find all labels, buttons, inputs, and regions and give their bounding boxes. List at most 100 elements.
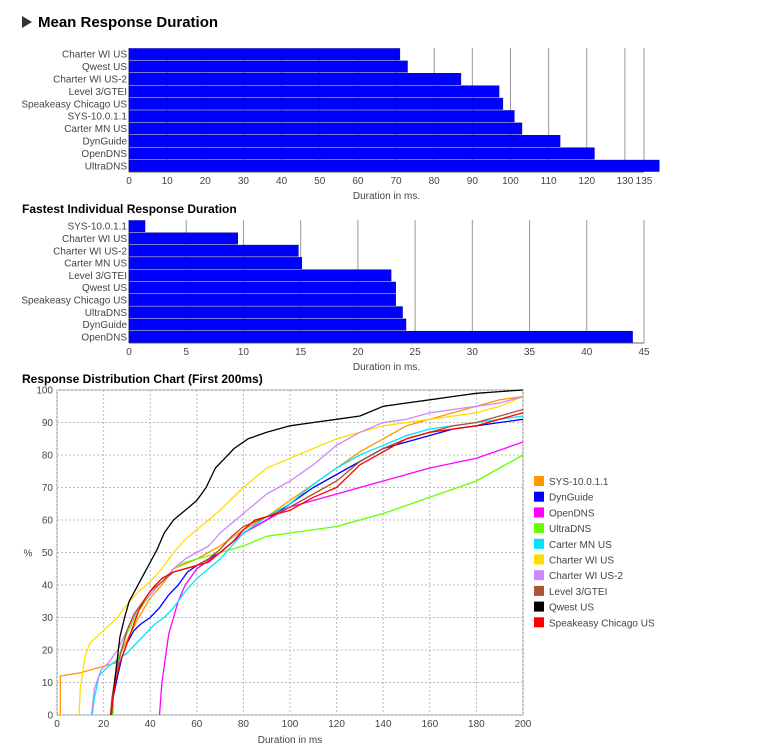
bar: [128, 147, 595, 160]
fastest-chart-title: Fastest Individual Response Duration: [22, 202, 237, 216]
series-line: [110, 412, 524, 716]
legend-label: DynGuide: [549, 493, 594, 504]
legend-label: SYS-10.0.1.1: [549, 477, 609, 488]
category-label: UltraDNS: [85, 161, 128, 172]
bar: [128, 294, 396, 306]
x-tick-label: 40: [581, 347, 593, 358]
bar: [128, 110, 515, 123]
y-tick-label: 10: [42, 678, 54, 689]
y-tick-label: 30: [42, 613, 54, 624]
x-tick-label: 200: [515, 719, 532, 730]
legend-swatch: [534, 507, 544, 518]
x-tick-label: 60: [191, 719, 203, 730]
category-label: Level 3/GTEI: [69, 87, 127, 98]
category-label: Charter WI US: [62, 50, 127, 61]
legend-label: OpenDNS: [549, 508, 595, 519]
bar: [128, 306, 403, 319]
x-tick-label: 20: [98, 719, 110, 730]
category-label: Charter WI US-2: [53, 75, 127, 86]
x-tick-label: 5: [183, 347, 189, 358]
legend-swatch: [534, 523, 544, 534]
category-label: DynGuide: [83, 137, 128, 148]
category-label: UltraDNS: [85, 308, 128, 319]
bar: [128, 48, 401, 61]
triangle-bullet-icon: [22, 16, 32, 28]
category-label: Speakeasy Chicago US: [21, 295, 127, 306]
bar: [128, 318, 407, 331]
x-tick-label: 100: [502, 176, 519, 187]
x-tick-label: 130: [617, 176, 634, 187]
y-tick-label: 100: [36, 386, 53, 397]
x-tick-label: 40: [145, 719, 157, 730]
x-tick-label: 10: [162, 176, 174, 187]
series-line: [158, 441, 524, 716]
category-label: Qwest US: [82, 283, 127, 294]
legend-swatch: [534, 538, 544, 549]
series-line: [110, 389, 524, 716]
legend-swatch: [534, 476, 544, 486]
series-line: [91, 415, 524, 716]
x-tick-label: 110: [541, 176, 557, 187]
x-tick-label: 80: [238, 719, 250, 730]
legend-swatch: [534, 601, 544, 612]
x-tick-label: 30: [238, 176, 250, 187]
category-label: DynGuide: [83, 320, 128, 331]
category-label: Speakeasy Chicago US: [21, 99, 127, 110]
category-label: Qwest US: [82, 62, 127, 73]
legend-label: Carter MN US: [549, 540, 612, 551]
x-tick-label: 0: [126, 347, 132, 358]
y-tick-label: 80: [42, 451, 54, 462]
x-tick-label: 180: [468, 719, 485, 730]
legend-label: UltraDNS: [549, 524, 592, 535]
bar: [128, 281, 396, 294]
category-label: Level 3/GTEI: [69, 271, 127, 282]
x-tick-label: 45: [638, 347, 650, 358]
x-tick-label: 30: [467, 347, 479, 358]
legend-label: Speakeasy Chicago US: [549, 618, 655, 629]
x-tick-label: 90: [467, 176, 479, 187]
x-tick-label: 35: [524, 347, 536, 358]
x-tick-label: 50: [314, 176, 326, 187]
category-label: OpenDNS: [81, 332, 127, 343]
x-axis-title: Duration in ms.: [353, 191, 420, 202]
x-tick-label: 25: [410, 347, 422, 358]
legend-label: Qwest US: [549, 603, 594, 614]
bar: [128, 269, 392, 282]
x-tick-label: 80: [429, 176, 441, 187]
series-line: [78, 395, 524, 716]
x-tick-label: 20: [352, 347, 364, 358]
bar: [128, 97, 504, 110]
category-label: Charter WI US-2: [53, 246, 127, 257]
bar: [128, 257, 303, 269]
category-label: SYS-10.0.1.1: [68, 112, 128, 123]
legend-label: Level 3/GTEI: [549, 587, 607, 598]
y-tick-label: 40: [42, 581, 54, 592]
y-tick-label: 90: [42, 418, 54, 429]
y-tick-label: 20: [42, 646, 54, 657]
x-tick-label: 0: [54, 719, 60, 730]
x-tick-label: 120: [328, 719, 345, 730]
x-tick-label: 10: [238, 347, 250, 358]
x-tick-label: 120: [578, 176, 595, 187]
y-tick-label: 60: [42, 516, 54, 527]
x-tick-label: 135: [636, 176, 653, 187]
y-axis-title: %: [24, 549, 33, 560]
x-axis-title: Duration in ms: [258, 735, 322, 746]
y-tick-label: 70: [42, 483, 54, 494]
legend-label: Charter WI US-2: [549, 571, 623, 582]
x-axis-title: Duration in ms.: [353, 362, 420, 373]
bar: [128, 159, 660, 172]
y-tick-label: 50: [42, 548, 54, 559]
x-tick-label: 15: [295, 347, 307, 358]
x-tick-label: 100: [282, 719, 299, 730]
page-title: Mean Response Duration: [22, 14, 218, 31]
legend-swatch: [534, 585, 544, 596]
bar: [128, 232, 238, 245]
bar: [128, 73, 462, 85]
x-tick-label: 160: [421, 719, 438, 730]
category-label: SYS-10.0.1.1: [68, 222, 128, 233]
legend-swatch: [534, 554, 544, 565]
